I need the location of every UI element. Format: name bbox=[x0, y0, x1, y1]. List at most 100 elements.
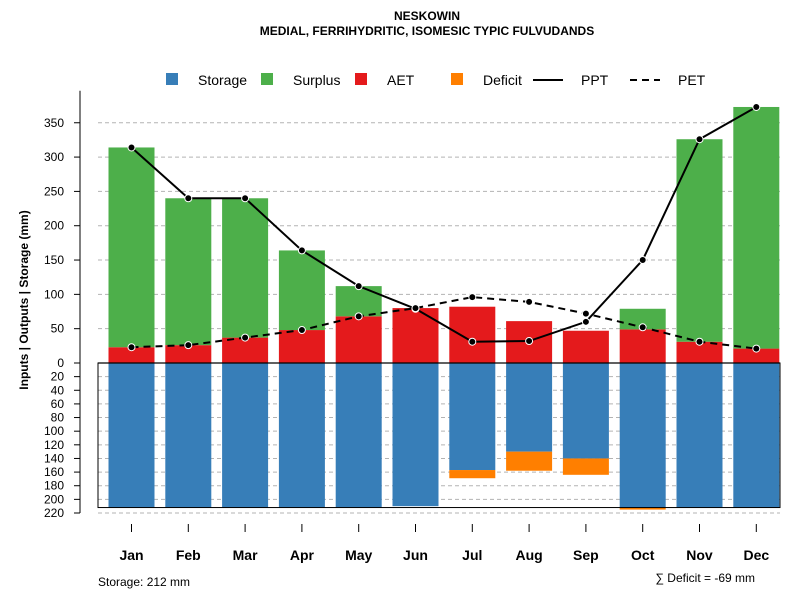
month-label-nov: Nov bbox=[686, 547, 713, 563]
y-tick-label: 50 bbox=[51, 322, 65, 336]
y-tick-label: 180 bbox=[44, 479, 64, 493]
y-tick-label: 60 bbox=[51, 397, 65, 411]
chart-title: NESKOWIN bbox=[394, 9, 460, 23]
month-label-jan: Jan bbox=[119, 547, 143, 563]
ppt-point-aug bbox=[525, 337, 534, 346]
storage-bar-sep bbox=[562, 363, 609, 459]
pet-point-mar bbox=[241, 333, 250, 342]
storage-bar-jul bbox=[449, 363, 496, 471]
deficit-bar-jul bbox=[449, 470, 496, 479]
y-axis-label: Inputs | Outputs | Storage (mm) bbox=[17, 210, 31, 389]
chart-subtitle: MEDIAL, FERRIHYDRITIC, ISOMESIC TYPIC FU… bbox=[260, 24, 594, 38]
legend-swatch-deficit bbox=[451, 73, 463, 85]
y-tick-label: 200 bbox=[44, 492, 64, 506]
ppt-point-jul bbox=[468, 337, 477, 346]
gridlines bbox=[98, 122, 780, 514]
y-tick-label: 40 bbox=[51, 383, 65, 397]
surplus-bar-dec bbox=[733, 106, 780, 349]
ppt-point-jan bbox=[127, 143, 136, 152]
aet-bar-mar bbox=[222, 337, 269, 363]
y-tick-label: 100 bbox=[44, 287, 64, 301]
month-label-oct: Oct bbox=[631, 547, 655, 563]
month-label-mar: Mar bbox=[233, 547, 258, 563]
ppt-point-may bbox=[354, 282, 363, 291]
month-label-may: May bbox=[345, 547, 372, 563]
deficit-bar-oct bbox=[619, 507, 666, 510]
y-tick-label: 100 bbox=[44, 424, 64, 438]
surplus-bar-apr bbox=[278, 250, 325, 331]
storage-bar-oct bbox=[619, 363, 666, 508]
aet-bar-sep bbox=[562, 330, 609, 363]
storage-bar-feb bbox=[165, 363, 212, 508]
ppt-point-feb bbox=[184, 194, 193, 203]
ppt-point-mar bbox=[241, 194, 250, 203]
month-label-aug: Aug bbox=[515, 547, 542, 563]
legend: Storage Surplus AET Deficit PPT PET bbox=[166, 72, 706, 88]
y-tick-label: 80 bbox=[51, 411, 65, 425]
month-label-dec: Dec bbox=[743, 547, 769, 563]
y-tick-label: 250 bbox=[44, 184, 64, 198]
legend-label-surplus: Surplus bbox=[293, 72, 340, 88]
month-label-sep: Sep bbox=[573, 547, 599, 563]
storage-bar-jun bbox=[392, 363, 439, 507]
aet-bar-dec bbox=[733, 348, 780, 363]
surplus-bar-jan bbox=[108, 147, 155, 348]
pet-point-aug bbox=[525, 297, 534, 306]
legend-label-aet: AET bbox=[387, 72, 415, 88]
storage-note: Storage: 212 mm bbox=[98, 575, 190, 589]
y-tick-label: 120 bbox=[44, 438, 64, 452]
storage-bar-jan bbox=[108, 363, 155, 508]
deficit-bar-sep bbox=[562, 458, 609, 475]
storage-bar-aug bbox=[506, 363, 553, 452]
legend-label-pet: PET bbox=[678, 72, 706, 88]
pet-point-sep bbox=[581, 309, 590, 318]
pet-line bbox=[131, 296, 757, 350]
month-label-apr: Apr bbox=[290, 547, 315, 563]
legend-label-ppt: PPT bbox=[581, 72, 609, 88]
surplus-bar-feb bbox=[165, 198, 212, 346]
storage-bar-nov bbox=[676, 363, 723, 508]
surplus-bar-may bbox=[335, 286, 382, 317]
legend-swatch-storage bbox=[166, 73, 178, 85]
y-tick-label: 200 bbox=[44, 219, 64, 233]
y-tick-label: 350 bbox=[44, 116, 64, 130]
aet-bar-may bbox=[335, 316, 382, 363]
y-tick-label: 220 bbox=[44, 506, 64, 520]
aet-bar-apr bbox=[278, 330, 325, 363]
pet-point-jan bbox=[127, 343, 136, 352]
month-label-jun: Jun bbox=[403, 547, 428, 563]
pet-point-feb bbox=[184, 341, 193, 350]
pet-point-jun bbox=[411, 304, 420, 313]
month-label-jul: Jul bbox=[462, 547, 482, 563]
y-tick-label: 300 bbox=[44, 150, 64, 164]
pet-point-oct bbox=[638, 323, 647, 332]
pet-point-dec bbox=[752, 344, 761, 353]
aet-bar-jun bbox=[392, 308, 439, 363]
deficit-bar-aug bbox=[506, 451, 553, 471]
aet-bar-oct bbox=[619, 329, 666, 363]
aet-bar-feb bbox=[165, 345, 212, 363]
ppt-line bbox=[130, 106, 757, 343]
lines bbox=[127, 102, 761, 353]
legend-swatch-aet bbox=[355, 73, 367, 85]
month-label-feb: Feb bbox=[176, 547, 201, 563]
aet-bar-jan bbox=[108, 347, 155, 363]
y-tick-label: 150 bbox=[44, 253, 64, 267]
y-tick-label: 140 bbox=[44, 451, 64, 465]
ppt-point-nov bbox=[695, 135, 704, 144]
ppt-point-sep bbox=[581, 317, 590, 326]
aet-bar-jul bbox=[449, 306, 496, 363]
surplus-bar-nov bbox=[676, 139, 723, 342]
legend-label-storage: Storage bbox=[198, 72, 247, 88]
y-tick-label: 160 bbox=[44, 465, 64, 479]
ppt-point-oct bbox=[638, 256, 647, 265]
surplus-bar-mar bbox=[222, 198, 269, 338]
storage-bar-may bbox=[335, 363, 382, 508]
y-tick-label: 0 bbox=[57, 356, 64, 370]
axes: 0501001502002503003502040608010012014016… bbox=[44, 90, 781, 563]
legend-swatch-surplus bbox=[261, 73, 273, 85]
y-tick-label: 20 bbox=[51, 370, 65, 384]
ppt-point-apr bbox=[297, 246, 306, 255]
aet-bar-nov bbox=[676, 341, 723, 363]
